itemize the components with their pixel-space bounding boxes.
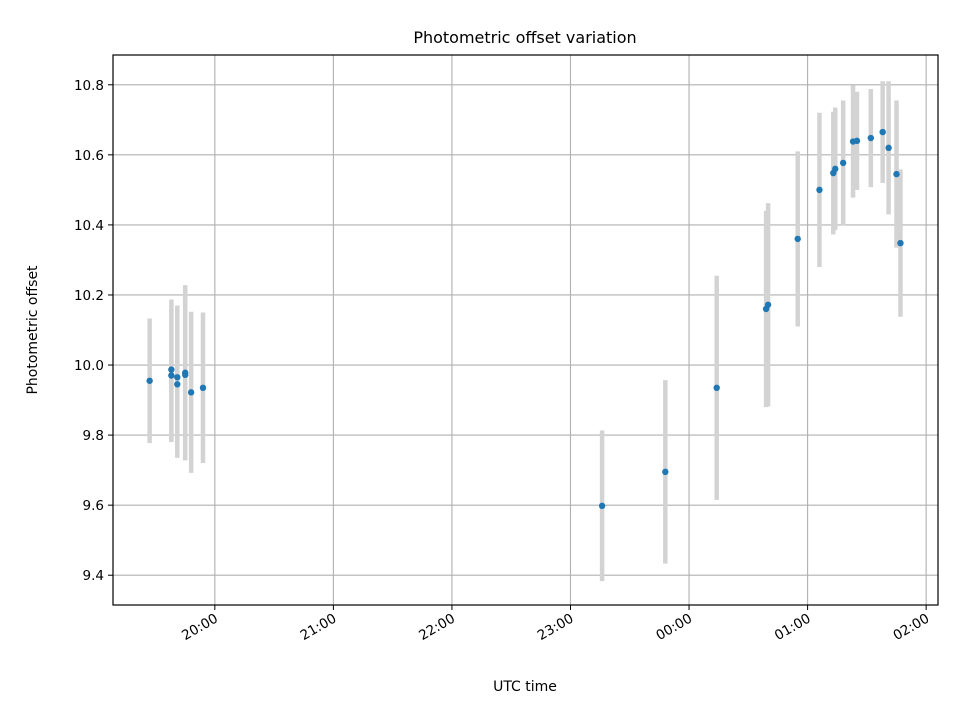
x-axis-label: UTC time xyxy=(493,679,557,695)
chart-title: Photometric offset variation xyxy=(413,28,636,47)
data-point xyxy=(839,159,847,167)
data-point xyxy=(146,377,153,384)
data-point xyxy=(867,134,875,142)
y-tick-label: 10.2 xyxy=(74,288,104,304)
data-point xyxy=(885,144,892,152)
grid xyxy=(113,55,938,605)
data-point xyxy=(168,366,175,373)
y-axis-label: Photometric offset xyxy=(25,265,41,395)
plot-area xyxy=(113,55,938,605)
y-tick-label: 10.6 xyxy=(74,148,104,164)
data-point xyxy=(598,502,606,510)
data-point xyxy=(662,468,669,476)
y-axis-ticks: 9.4 9.6 9.8 10.0 10.2 10.4 10.6 10.8 xyxy=(74,78,113,584)
data-point xyxy=(174,374,181,381)
data-point xyxy=(764,301,772,308)
data-point xyxy=(168,372,175,379)
y-tick-label: 9.6 xyxy=(83,498,104,514)
data-point xyxy=(897,239,904,247)
data-point xyxy=(794,235,801,243)
data-point xyxy=(181,371,189,379)
y-tick-label: 10.0 xyxy=(74,358,104,374)
data-point xyxy=(879,128,886,136)
data-point xyxy=(199,384,207,392)
y-tick-label: 9.8 xyxy=(83,428,104,444)
data-points xyxy=(146,128,904,510)
data-point xyxy=(816,186,823,194)
data-point xyxy=(187,389,195,396)
y-tick-label: 10.8 xyxy=(74,78,104,94)
plot-frame xyxy=(112,54,939,606)
y-tick-label: 10.4 xyxy=(74,218,104,234)
data-point xyxy=(853,137,861,145)
data-point xyxy=(893,170,900,178)
data-point xyxy=(832,165,839,173)
y-tick-label: 9.4 xyxy=(83,568,104,584)
data-point xyxy=(174,381,181,388)
data-point xyxy=(713,384,720,392)
